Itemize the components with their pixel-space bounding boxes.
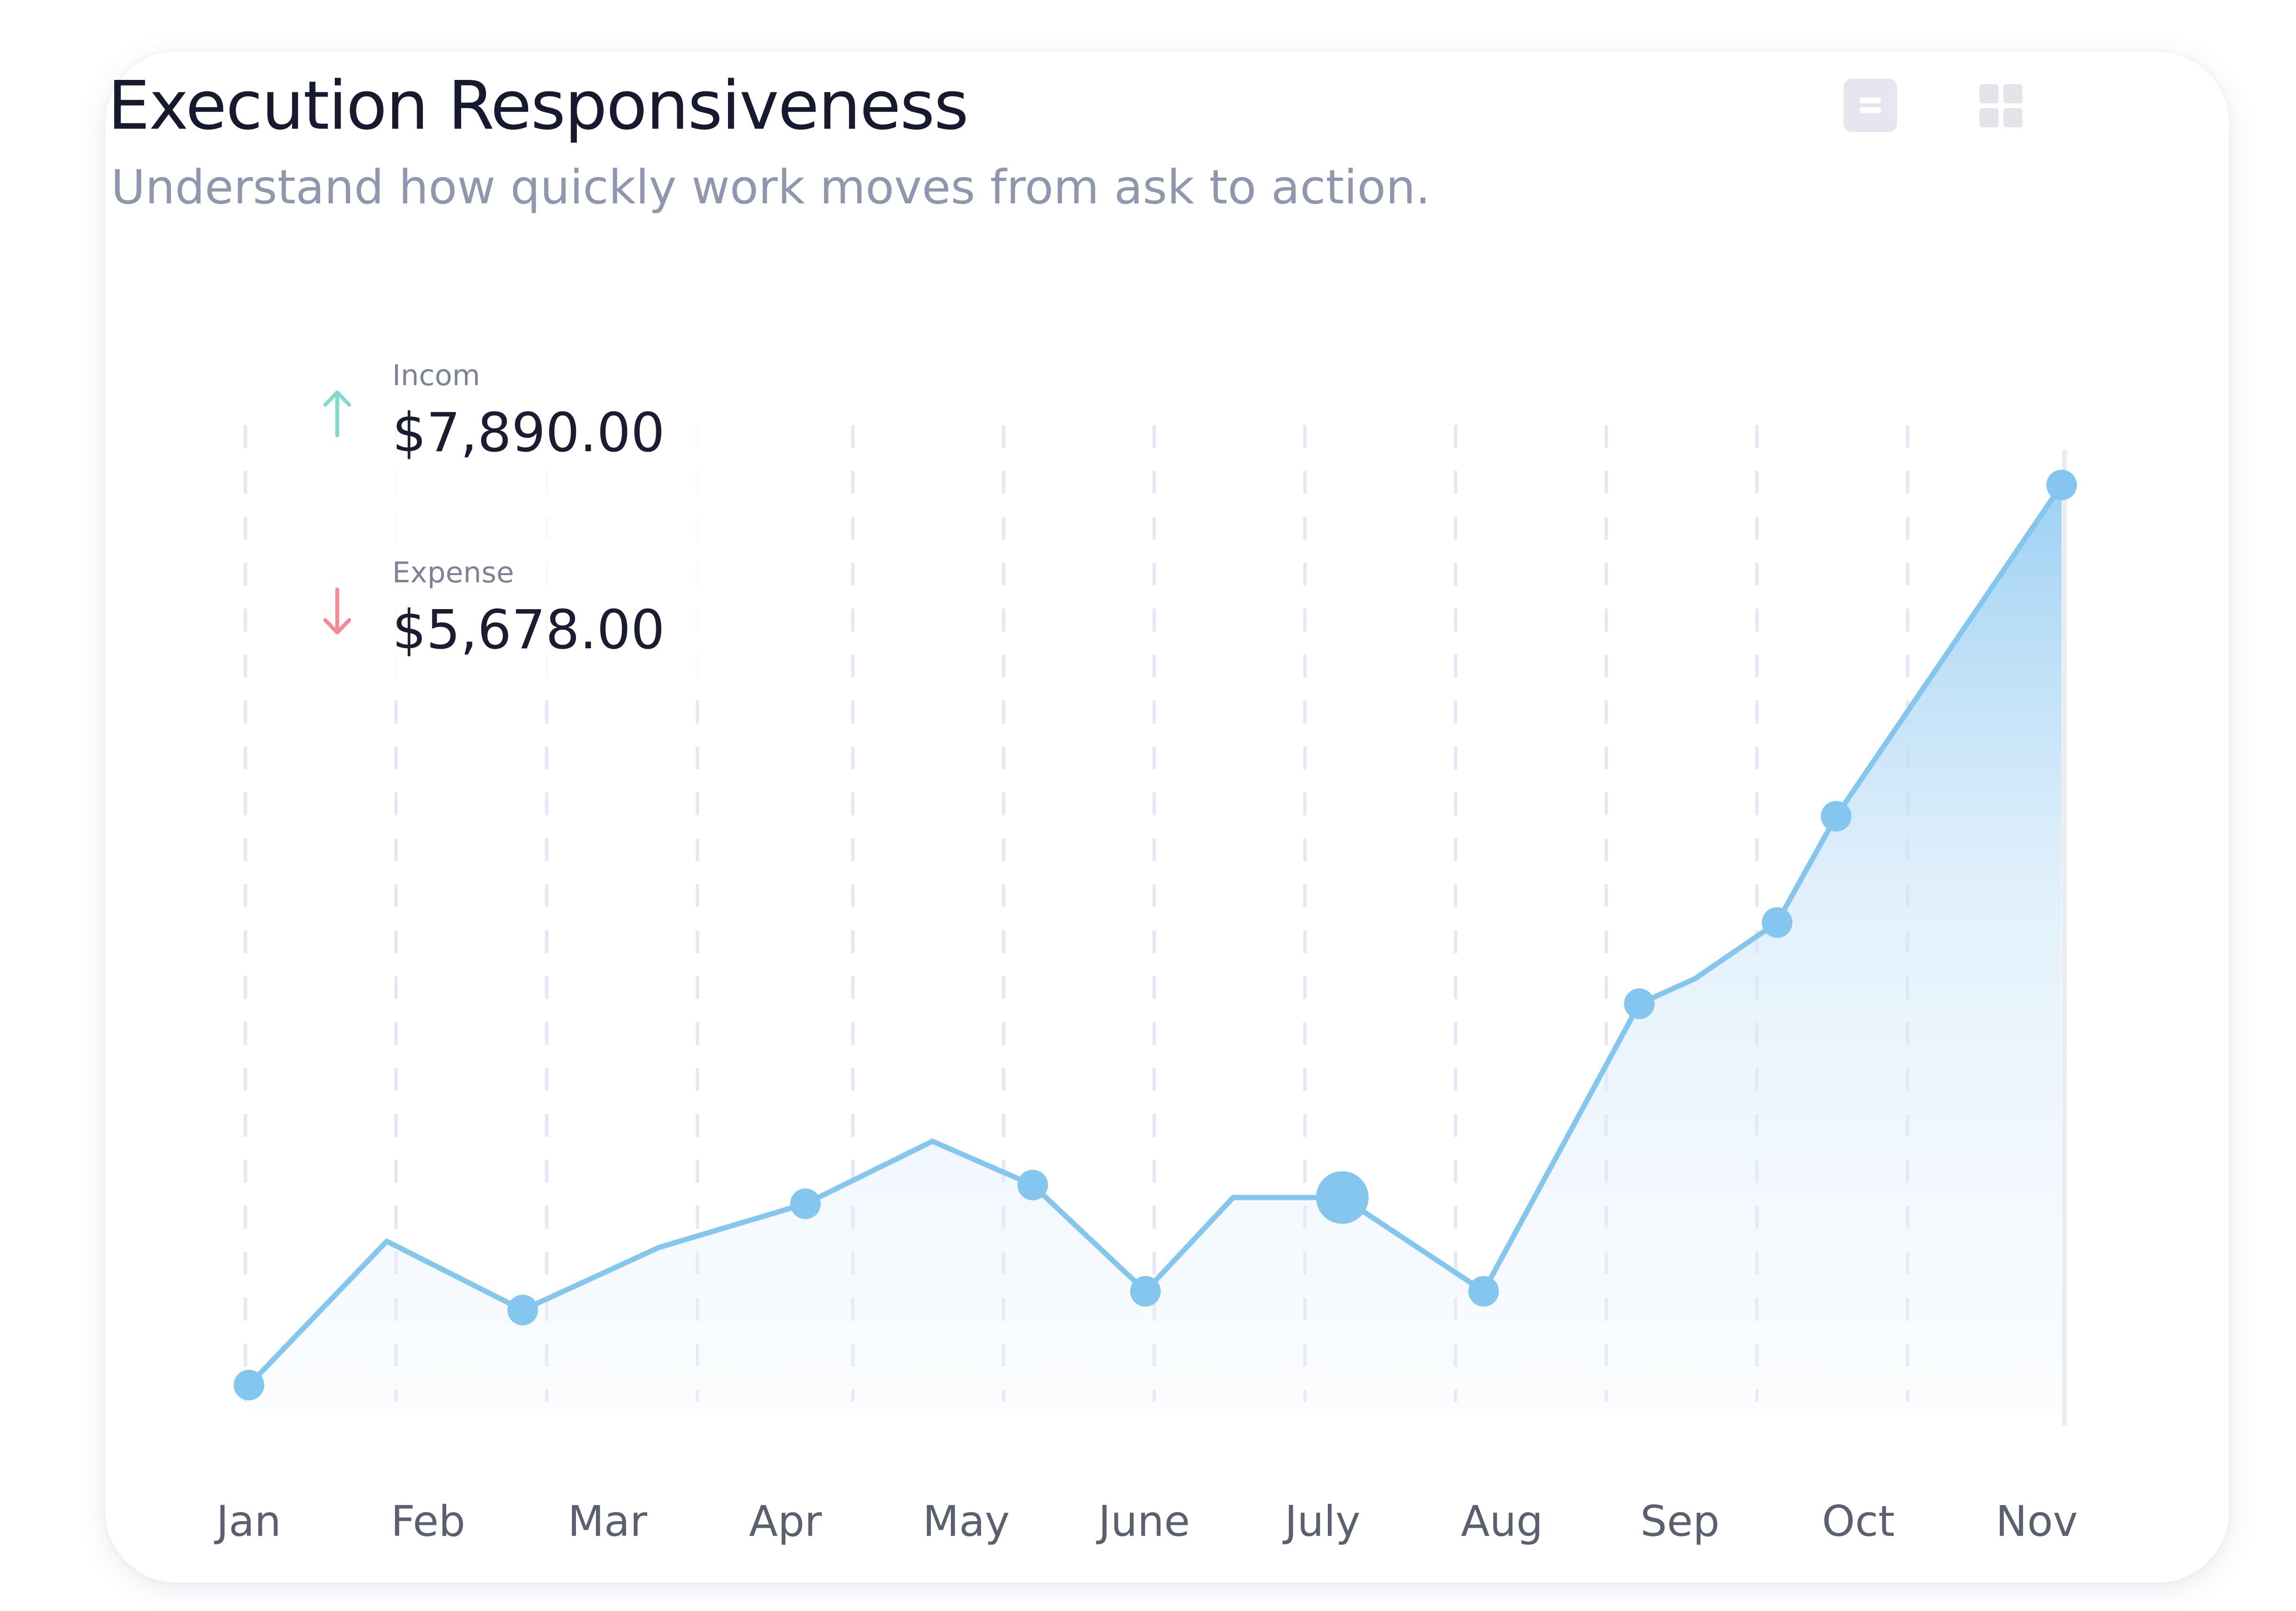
expense-value: $5,678.00 bbox=[392, 599, 665, 661]
page-title: Execution Responsiveness bbox=[108, 67, 969, 145]
x-tick-label: Sep bbox=[1640, 1497, 1720, 1546]
arrow-down-icon bbox=[323, 588, 351, 634]
data-point bbox=[507, 1294, 538, 1325]
data-point bbox=[2046, 469, 2077, 500]
series-line bbox=[246, 482, 2064, 1388]
x-tick-label: Nov bbox=[1996, 1497, 2078, 1546]
data-point bbox=[1017, 1169, 1048, 1200]
data-point bbox=[1821, 801, 1852, 832]
x-tick-label: July bbox=[1282, 1497, 1360, 1546]
x-tick-label: June bbox=[1096, 1497, 1190, 1546]
income-value: $7,890.00 bbox=[392, 402, 665, 464]
x-tick-label: Jan bbox=[214, 1497, 281, 1546]
data-point bbox=[1468, 1276, 1499, 1307]
x-tick-label: Feb bbox=[391, 1497, 465, 1546]
x-tick-label: Aug bbox=[1461, 1497, 1543, 1546]
x-tick-label: May bbox=[923, 1497, 1010, 1546]
x-tick-label: Mar bbox=[568, 1497, 648, 1546]
data-point bbox=[1316, 1171, 1369, 1224]
arrow-up-icon bbox=[323, 390, 351, 437]
x-tick-label: Apr bbox=[749, 1497, 822, 1546]
income-label: Incom bbox=[392, 359, 480, 392]
data-point bbox=[790, 1188, 821, 1219]
data-point bbox=[233, 1369, 265, 1400]
grid-view-button[interactable] bbox=[1976, 78, 2029, 132]
stats-panel bbox=[282, 325, 703, 699]
area-fill bbox=[249, 485, 2062, 1416]
page-subtitle: Understand how quickly work moves from a… bbox=[111, 160, 1431, 215]
grid-lines bbox=[243, 425, 2067, 1426]
data-point bbox=[1624, 988, 1655, 1019]
data-point bbox=[1762, 907, 1793, 938]
data-point bbox=[1130, 1276, 1161, 1307]
x-tick-label: Oct bbox=[1822, 1497, 1895, 1546]
list-view-button[interactable] bbox=[1843, 78, 1897, 132]
expense-label: Expense bbox=[392, 556, 514, 589]
